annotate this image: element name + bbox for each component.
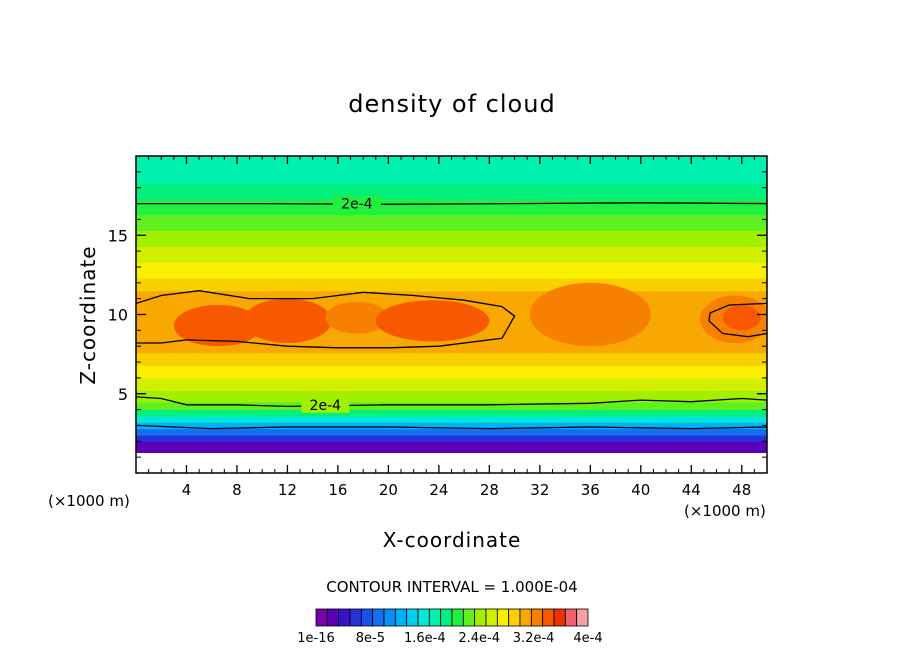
x-tick-label: 24 [429, 481, 448, 499]
colorbar-swatch [394, 608, 408, 627]
x-tick-label: 48 [732, 481, 751, 499]
contour-lines [136, 202, 767, 430]
heatmap-band [136, 415, 767, 423]
colorbar-swatch [530, 608, 544, 627]
x-axis: 4 8 12 16 20 24 28 32 36 40 44 48 [148, 156, 755, 499]
contour-line [136, 290, 516, 349]
contour-labels: 2e-4 2e-4 [301, 195, 381, 414]
cloud-core [529, 282, 651, 347]
contour-line [136, 424, 767, 430]
heatmap-band [136, 262, 767, 279]
heatmap-band [136, 441, 767, 453]
y-axis: 5 10 15 [108, 171, 767, 458]
colorbar-swatch [406, 608, 419, 627]
y-tick-label: 15 [108, 226, 128, 245]
colorbar-swatch [462, 608, 476, 627]
chart-title: density of cloud [348, 90, 555, 118]
colorbar-tick-label: 1.6e-4 [404, 631, 446, 646]
colorbar-swatch [360, 608, 374, 627]
colorbar-swatch [474, 608, 487, 627]
contour-label: 2e-4 [310, 398, 342, 414]
x-tick-label: 44 [682, 481, 701, 499]
heatmap-band [136, 341, 767, 354]
colorbar [315, 608, 589, 627]
colorbar-swatch [440, 608, 453, 627]
colorbar-swatch [576, 608, 589, 627]
cloud-core [243, 298, 332, 344]
colorbar-swatch [564, 608, 578, 627]
colorbar-swatch [338, 608, 351, 627]
heatmap-band [136, 409, 767, 417]
cloud-core [375, 300, 490, 342]
x-tick-label: 12 [278, 481, 297, 499]
heatmap-band [136, 182, 767, 200]
colorbar-labels: 1e-16 8e-5 1.6e-4 2.4e-4 3.2e-4 4e-4 [297, 631, 602, 646]
heatmap-band [136, 352, 767, 366]
heatmap-band [136, 422, 767, 430]
x-tick-label: 4 [182, 481, 192, 499]
contour-line [708, 302, 767, 338]
colorbar-swatch [508, 608, 521, 627]
cloud-core [325, 301, 389, 334]
colorbar-swatch [372, 608, 385, 627]
colorbar-swatch [383, 608, 396, 627]
x-tick-label: 32 [530, 481, 549, 499]
heatmap-band [136, 214, 767, 232]
x-tick-label: 36 [581, 481, 600, 499]
plot-area [136, 156, 767, 473]
y-tick-label: 10 [108, 306, 128, 325]
contour-label: 2e-4 [341, 197, 373, 213]
colorbar-swatch [553, 608, 566, 627]
colorbar-tick-label: 8e-5 [356, 631, 385, 646]
cloud-core [722, 304, 761, 331]
heatmap-band [136, 198, 767, 216]
colorbar-tick-label: 2.4e-4 [458, 631, 500, 646]
colorbar-swatch [485, 608, 498, 627]
colorbar-swatch [417, 608, 430, 627]
heatmap-band [136, 156, 767, 184]
contour-label-bg [332, 195, 381, 212]
colorbar-swatch [315, 608, 328, 627]
x-unit-label: (×1000 m) [684, 502, 766, 520]
contour-label-bg [301, 396, 350, 413]
colorbar-swatch [451, 608, 464, 627]
colorbar-swatch [349, 608, 362, 627]
contour-line [136, 396, 767, 408]
heatmap-band [136, 452, 767, 473]
colorbar-tick-label: 4e-4 [573, 631, 602, 646]
colorbar-swatch [326, 608, 340, 627]
y-tick-label: 5 [118, 385, 128, 404]
colorbar-swatch [496, 608, 510, 627]
colorbar-tick-label: 1e-16 [297, 631, 335, 646]
colorbar-tick-label: 3.2e-4 [513, 631, 555, 646]
colorbar-swatch [519, 608, 532, 627]
heatmap-band [136, 365, 767, 379]
heatmap-band [136, 278, 767, 292]
cloud-core [173, 304, 263, 347]
x-tick-label: 20 [379, 481, 398, 499]
heatmap-band [136, 246, 767, 263]
contour-line [136, 202, 767, 205]
x-tick-label: 16 [328, 481, 347, 499]
heatmap-band [136, 230, 767, 247]
x-axis-label: X-coordinate [383, 528, 522, 552]
heatmap-band [136, 401, 767, 411]
x-tick-label: 40 [631, 481, 650, 499]
y-axis-label: Z-coordinate [76, 245, 100, 384]
x-tick-label: 28 [480, 481, 499, 499]
heatmap-band [136, 434, 767, 442]
y-unit-label: (×1000 m) [48, 492, 130, 510]
heatmap-band [136, 377, 767, 392]
x-tick-label: 8 [232, 481, 242, 499]
contour-interval-text: CONTOUR INTERVAL = 1.000E-04 [326, 578, 577, 596]
heatmap-band [136, 428, 767, 436]
colorbar-swatch [542, 608, 555, 627]
heatmap-band [136, 390, 767, 403]
colorbar-swatch [428, 608, 442, 627]
